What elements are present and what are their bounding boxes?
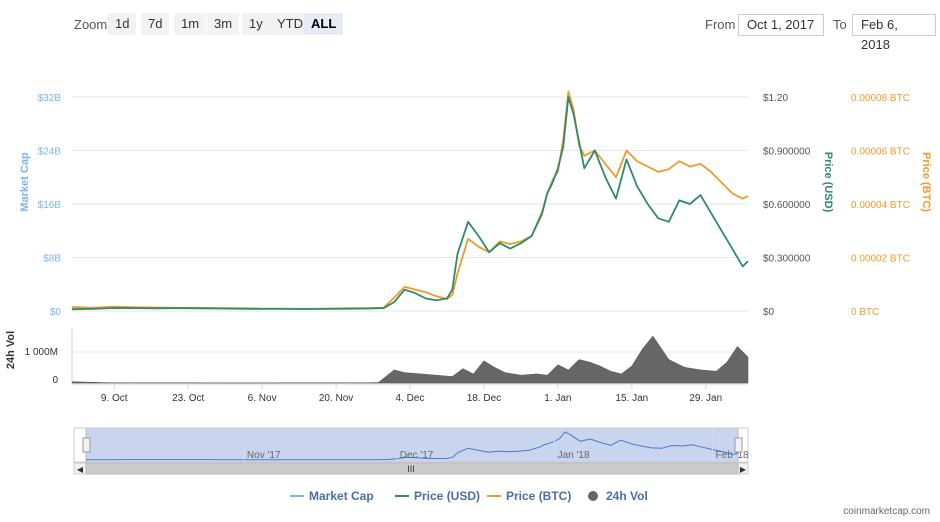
price-usd-tick-label: $0.300000 xyxy=(763,254,811,265)
legend-marker xyxy=(588,491,598,501)
price-usd-tick-label: $1.20 xyxy=(763,93,788,104)
x-tick-label: 15. Jan xyxy=(615,393,648,404)
navigator-label: Jan '18 xyxy=(558,450,590,461)
x-tick-label: 18. Dec xyxy=(467,393,501,404)
volume-axis-title: 24h Vol xyxy=(5,331,17,369)
price-usd-axis-title: Price (USD) xyxy=(822,152,834,213)
x-tick-label: 29. Jan xyxy=(689,393,722,404)
market-cap-tick-label: $32B xyxy=(38,93,62,104)
navigator-label: Dec '17 xyxy=(400,450,434,461)
grid-lines xyxy=(71,96,748,385)
zoom-button-3m[interactable]: 3m xyxy=(207,13,240,35)
scroll-left-arrow[interactable]: ◀ xyxy=(77,465,84,474)
legend: Market Cap Price (USD) Price (BTC) 24h Vol xyxy=(290,489,648,503)
market-cap-tick-label: $0 xyxy=(50,307,62,318)
legend-item[interactable]: Price (BTC) xyxy=(506,489,571,503)
to-date-input[interactable]: Feb 6, 2018 xyxy=(852,14,936,52)
scrollbar-thumb[interactable] xyxy=(85,462,739,475)
price-btc-tick-label: 0.00006 BTC xyxy=(851,147,910,158)
price-btc-tick-label: 0.00004 BTC xyxy=(851,200,910,211)
price-usd-tick-label: $0.600000 xyxy=(763,200,811,211)
legend-item[interactable]: 24h Vol xyxy=(606,489,648,503)
price-btc-line xyxy=(71,90,749,310)
navigator-frame xyxy=(73,427,749,463)
scroll-right-arrow[interactable]: ▶ xyxy=(740,465,747,474)
zoom-button-ytd[interactable]: YTD xyxy=(270,13,310,35)
x-tick-label: 4. Dec xyxy=(396,393,425,404)
to-label: To xyxy=(833,17,847,32)
zoom-button-all[interactable]: ALL xyxy=(304,13,344,35)
market-cap-axis-title: Market Cap xyxy=(19,152,31,212)
volume-area xyxy=(71,335,749,384)
price-btc-tick-label: 0 BTC xyxy=(851,307,879,318)
price-btc-tick-label: 0.00008 BTC xyxy=(851,93,910,104)
navigator-left-handle[interactable] xyxy=(82,437,91,453)
scrollbar-grip: III xyxy=(407,464,415,474)
price-btc-tick-label: 0.00002 BTC xyxy=(851,254,910,265)
legend-item[interactable]: Market Cap xyxy=(309,489,374,503)
price-usd-tick-label: $0.900000 xyxy=(763,147,811,158)
market-cap-tick-label: $24B xyxy=(38,147,62,158)
x-tick-label: 20. Nov xyxy=(319,393,353,404)
navigator[interactable]: Nov '17 Dec '17 Jan '18 Feb '18 III ◀ ▶ xyxy=(73,427,749,475)
from-label: From xyxy=(705,17,736,32)
price-usd-line xyxy=(71,96,749,311)
zoom-button-7d[interactable]: 7d xyxy=(141,13,170,35)
x-tick-label: 1. Jan xyxy=(544,393,571,404)
x-tick-label: 23. Oct xyxy=(172,393,204,404)
price-usd-tick-label: $0 xyxy=(763,307,775,318)
zoom-button-1d[interactable]: 1d xyxy=(108,13,137,35)
market-cap-tick-label: $16B xyxy=(38,200,62,211)
market-cap-tick-label: $8B xyxy=(43,254,61,265)
zoom-button-1y[interactable]: 1y xyxy=(242,13,270,35)
navigator-label: Feb '18 xyxy=(716,450,749,461)
zoom-label: Zoom xyxy=(74,17,108,32)
range-selector: Zoom 1d 7d 1m 3m 1y YTD ALL From Oct 1, … xyxy=(0,10,940,52)
from-date-input[interactable]: Oct 1, 2017 xyxy=(738,14,824,36)
volume-tick-label: 0 xyxy=(52,375,58,386)
x-tick-label: 6. Nov xyxy=(248,393,277,404)
volume-tick-label: 1 000M xyxy=(25,347,58,358)
navigator-series xyxy=(85,431,739,461)
navigator-right-handle[interactable] xyxy=(734,437,743,453)
x-tick-label: 9. Oct xyxy=(101,393,128,404)
zoom-button-1m[interactable]: 1m xyxy=(174,13,207,35)
price-btc-axis-title: Price (BTC) xyxy=(920,152,932,212)
navigator-selection xyxy=(85,427,739,463)
legend-item[interactable]: Price (USD) xyxy=(414,489,480,503)
credit-link[interactable]: coinmarketcap.com xyxy=(843,506,930,517)
navigator-label: Nov '17 xyxy=(247,450,281,461)
